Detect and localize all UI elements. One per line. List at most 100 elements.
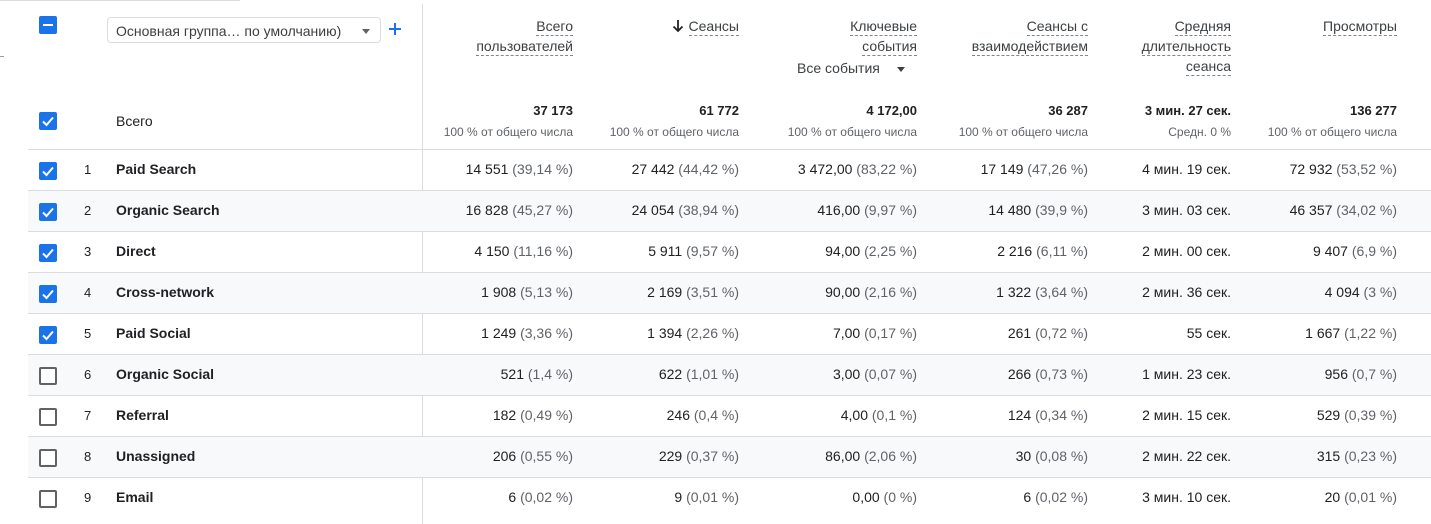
row-checkbox[interactable] xyxy=(39,203,57,221)
add-dimension-button[interactable] xyxy=(386,17,404,41)
cell-value: 0,00 xyxy=(852,489,880,505)
cell-percent: (0,7 %) xyxy=(1351,366,1397,382)
row-checkbox[interactable] xyxy=(39,162,57,180)
cell-value: 229 xyxy=(658,448,683,464)
cell-engaged-sessions: 1 322 (3,64 %) xyxy=(996,284,1088,300)
cell-views: 1 667 (1,22 %) xyxy=(1305,325,1397,341)
cell-sessions: 5 911 (9,57 %) xyxy=(648,243,739,259)
dimension-select[interactable]: Основная группа… по умолчанию) xyxy=(107,17,381,43)
total-value: 4 172,00 xyxy=(866,103,917,118)
cell-views: 315 (0,23 %) xyxy=(1317,448,1397,464)
cell-percent: (6,9 %) xyxy=(1351,243,1397,259)
cell-key-events: 416,00 (9,97 %) xyxy=(817,202,917,218)
cell-avg-duration: 4 мин. 19 сек. xyxy=(1142,161,1231,177)
table-row[interactable]: 6 Organic Social 521 (1,4 %) 622 (1,01 %) 3,… xyxy=(28,354,1431,395)
cell-value: 1 667 xyxy=(1305,325,1341,341)
table-row[interactable]: 4 Cross-network 1 908 (5,13 %) 2 169 (3,51 … xyxy=(28,272,1431,313)
column-header-text: события xyxy=(862,38,917,56)
table-row[interactable]: 7 Referral 182 (0,49 %) 246 (0,4 %) 4,00 (0,… xyxy=(28,395,1431,436)
column-header-text: пользователей xyxy=(476,38,573,56)
cell-value: 1 394 xyxy=(647,325,683,341)
total-value: 36 287 xyxy=(1048,103,1088,118)
column-header-engaged-sessions[interactable]: Сеансы с взаимодействием xyxy=(971,16,1088,56)
cell-users: 4 150 (11,16 %) xyxy=(474,243,573,259)
total-share: 100 % от общего числа xyxy=(443,125,573,139)
column-header-users[interactable]: Всего пользователей xyxy=(476,16,573,56)
cell-value: 2 мин. 15 сек. xyxy=(1142,407,1231,423)
cell-percent: (2,16 %) xyxy=(864,284,917,300)
column-header-views[interactable]: Просмотры xyxy=(1323,16,1397,36)
cell-percent: (3,51 %) xyxy=(686,284,739,300)
total-views: 136 277 100 % от общего числа xyxy=(1197,103,1397,143)
row-checkbox[interactable] xyxy=(39,244,57,262)
cell-value: 9 xyxy=(674,489,683,505)
row-channel-name[interactable]: Paid Search xyxy=(116,161,197,177)
cell-percent: (0,02 %) xyxy=(520,489,573,505)
cell-value: 5 911 xyxy=(648,243,683,259)
cell-avg-duration: 2 мин. 00 сек. xyxy=(1142,243,1231,259)
cell-value: 4 мин. 19 сек. xyxy=(1142,161,1231,177)
table-row[interactable]: 9 Email 6 (0,02 %) 9 (0,01 %) 0,00 (0 %) 6 (0… xyxy=(28,477,1431,518)
row-checkbox[interactable] xyxy=(39,408,57,426)
chevron-down-icon xyxy=(897,67,905,72)
row-index: 7 xyxy=(84,408,92,423)
cell-value: 206 xyxy=(492,448,517,464)
row-checkbox[interactable] xyxy=(39,490,57,508)
table-row[interactable]: 1 Paid Search 14 551 (39,14 %) 27 442 (44,4… xyxy=(28,149,1431,190)
total-sessions: 61 772 100 % от общего числа xyxy=(539,103,739,143)
cell-value: 529 xyxy=(1316,407,1341,423)
cell-value: 1 мин. 23 сек. xyxy=(1142,366,1231,382)
cell-value: 6 xyxy=(1023,489,1032,505)
cell-value: 86,00 xyxy=(825,448,861,464)
cell-value: 90,00 xyxy=(825,284,861,300)
cell-value: 2 169 xyxy=(647,284,683,300)
cell-percent: (0,01 %) xyxy=(1344,489,1397,505)
row-channel-name[interactable]: Organic Social xyxy=(116,366,215,382)
column-header-sessions[interactable]: Сеансы xyxy=(671,16,739,36)
table-row[interactable]: 2 Organic Search 16 828 (45,27 %) 24 054 (3… xyxy=(28,190,1431,231)
row-channel-name[interactable]: Cross-network xyxy=(116,284,215,300)
cell-percent: (0,34 %) xyxy=(1035,407,1088,423)
row-checkbox[interactable] xyxy=(39,326,57,344)
total-share: Средн. 0 % xyxy=(1168,125,1231,139)
column-header-avg-duration[interactable]: Средняя длительность сеанса xyxy=(1141,16,1231,76)
row-channel-name[interactable]: Referral xyxy=(116,407,169,423)
column-divider xyxy=(422,4,423,524)
cell-percent: (47,26 %) xyxy=(1027,161,1088,177)
totals-checkbox[interactable] xyxy=(39,112,57,130)
row-index: 2 xyxy=(84,203,92,218)
cell-value: 27 442 xyxy=(631,161,675,177)
cell-value: 30 xyxy=(1015,448,1032,464)
cell-percent: (0,49 %) xyxy=(520,407,573,423)
cell-percent: (5,13 %) xyxy=(520,284,573,300)
events-filter-select[interactable]: Все события xyxy=(797,60,907,80)
row-checkbox[interactable] xyxy=(39,449,57,467)
cell-engaged-sessions: 2 216 (6,11 %) xyxy=(997,243,1088,259)
table-row[interactable]: 5 Paid Social 1 249 (3,36 %) 1 394 (2,26 %)… xyxy=(28,313,1431,354)
cell-users: 1 908 (5,13 %) xyxy=(481,284,573,300)
cell-engaged-sessions: 266 (0,73 %) xyxy=(1008,366,1088,382)
cell-percent: (0,55 %) xyxy=(520,448,573,464)
row-channel-name[interactable]: Paid Social xyxy=(116,325,191,341)
cell-engaged-sessions: 261 (0,72 %) xyxy=(1008,325,1088,341)
cell-engaged-sessions: 14 480 (39,9 %) xyxy=(988,202,1088,218)
cell-users: 521 (1,4 %) xyxy=(501,366,573,382)
column-header-key-events[interactable]: Ключевые события xyxy=(850,16,917,56)
row-channel-name[interactable]: Email xyxy=(116,489,154,505)
row-channel-name[interactable]: Organic Search xyxy=(116,202,220,218)
row-index: 1 xyxy=(84,162,92,177)
cell-percent: (0,01 %) xyxy=(686,489,739,505)
cell-percent: (0,07 %) xyxy=(864,366,917,382)
cell-value: 14 551 xyxy=(465,161,509,177)
cell-percent: (53,52 %) xyxy=(1336,161,1397,177)
row-checkbox[interactable] xyxy=(39,285,57,303)
table-row[interactable]: 3 Direct 4 150 (11,16 %) 5 911 (9,57 %) 94,0… xyxy=(28,231,1431,272)
cell-key-events: 3,00 (0,07 %) xyxy=(833,366,917,382)
cell-percent: (0 %) xyxy=(883,489,917,505)
select-all-checkbox[interactable] xyxy=(39,16,57,34)
table-row[interactable]: 8 Unassigned 206 (0,55 %) 229 (0,37 %) 86,00… xyxy=(28,436,1431,477)
cell-sessions: 1 394 (2,26 %) xyxy=(647,325,739,341)
row-channel-name[interactable]: Unassigned xyxy=(116,448,196,464)
row-checkbox[interactable] xyxy=(39,367,57,385)
row-channel-name[interactable]: Direct xyxy=(116,243,156,259)
